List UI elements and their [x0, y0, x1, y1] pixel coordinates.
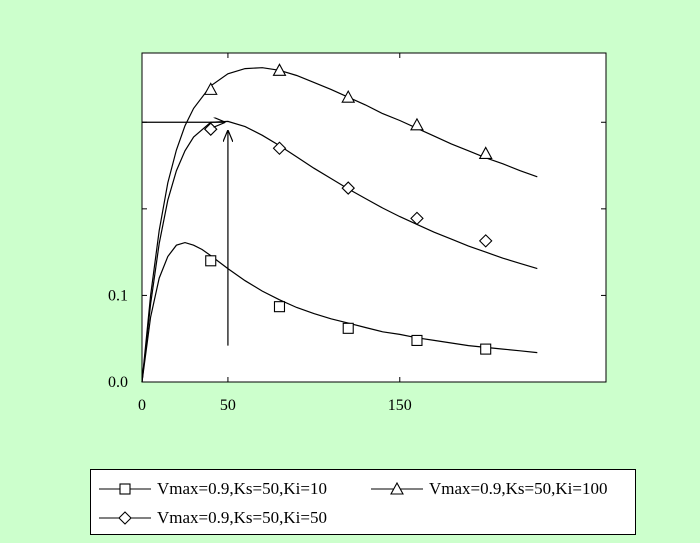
- y-tick-label: 0.0: [108, 374, 128, 391]
- y-tick-label: 0.1: [108, 287, 128, 304]
- triangle-marker-icon: [371, 482, 423, 495]
- legend-item-ki10: Vmax=0.9,Ks=50,Ki=10: [99, 479, 327, 499]
- series-line: [141, 120, 538, 383]
- legend-item-ki100: Vmax=0.9,Ks=50,Ki=100: [371, 479, 607, 499]
- triangle-marker: [341, 90, 356, 103]
- legend-label: Vmax=0.9,Ks=50,Ki=100: [429, 479, 608, 498]
- square-marker: [273, 301, 286, 313]
- triangle-marker: [203, 82, 218, 95]
- square-marker: [411, 334, 423, 346]
- diamond-marker: [341, 181, 356, 195]
- square-marker: [205, 255, 217, 267]
- series: [141, 63, 538, 383]
- triangle-marker: [478, 146, 493, 159]
- legend: Vmax=0.9,Ks=50,Ki=10 Vmax=0.9,Ks=50,Ki=1…: [90, 469, 636, 535]
- axes: 0.0 0.1 0 50 150: [108, 53, 606, 414]
- triangle-marker: [410, 117, 424, 131]
- diamond-marker: [478, 234, 493, 248]
- series-line: [141, 241, 538, 383]
- plot-area: [141, 52, 607, 383]
- series: [141, 241, 538, 383]
- legend-label: Vmax=0.9,Ks=50,Ki=10: [157, 479, 327, 498]
- legend-label: Vmax=0.9,Ks=50,Ki=50: [157, 508, 327, 527]
- x-tick-label: 0: [138, 397, 146, 414]
- square-marker: [480, 343, 492, 355]
- square-marker-icon: [99, 483, 151, 495]
- x-tick-label: 150: [388, 397, 412, 414]
- series-line: [141, 67, 538, 383]
- diamond-marker: [410, 211, 424, 226]
- diamond-marker-icon: [99, 511, 151, 525]
- square-marker: [342, 322, 354, 334]
- legend-item-ki50: Vmax=0.9,Ks=50,Ki=50: [99, 508, 327, 528]
- annotation-layer: [142, 122, 228, 346]
- x-tick-label: 50: [220, 397, 236, 414]
- diamond-marker: [272, 141, 287, 156]
- series-layer: [141, 63, 538, 383]
- triangle-marker: [272, 63, 287, 76]
- series: [141, 120, 538, 383]
